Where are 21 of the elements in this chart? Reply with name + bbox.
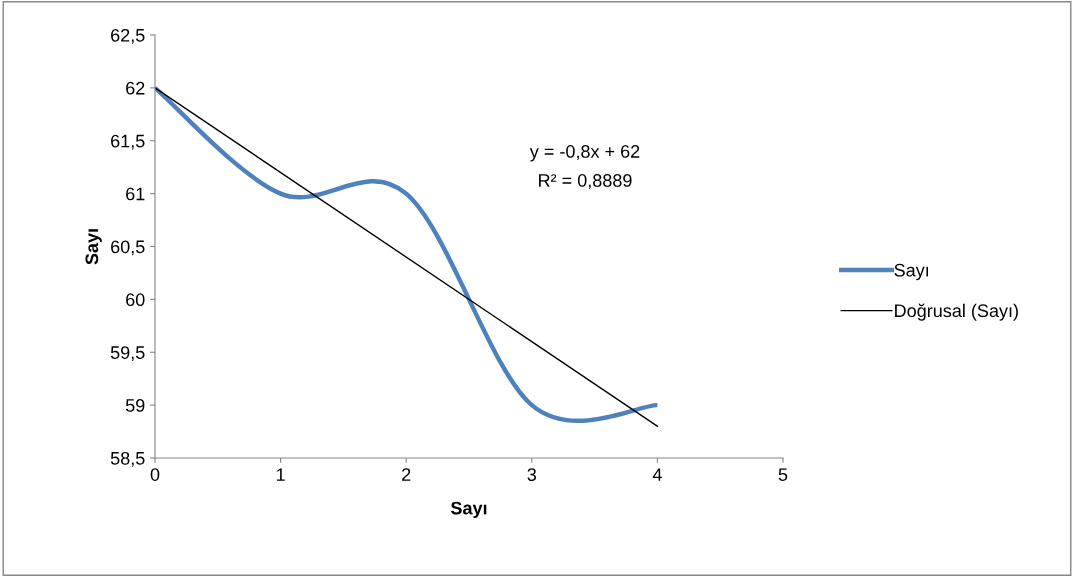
y-tick-label: 61,5 xyxy=(111,134,145,150)
x-tick-label: 4 xyxy=(652,468,662,481)
x-axis-title: Sayı xyxy=(450,501,487,519)
y-tick-label: 62,5 xyxy=(111,28,145,44)
y-axis-title: Sayı xyxy=(85,229,102,265)
annotation: y = -0,8x + 62 xyxy=(529,145,640,162)
y-tick-label: 60 xyxy=(126,293,145,307)
x-tick-label: 2 xyxy=(402,468,411,481)
y-tick-label: 59,5 xyxy=(110,346,145,362)
x-tick-label: 3 xyxy=(527,468,537,481)
annotation: R² = 0,8889 xyxy=(539,174,632,189)
y-tick-label: 61 xyxy=(126,187,145,201)
x-tick-label: 1 xyxy=(276,468,285,481)
x-tick-label: 5 xyxy=(778,468,788,481)
legend-label: Sayı xyxy=(894,263,929,281)
y-tick-label: 60,5 xyxy=(111,240,145,256)
legend-label: Doğrusal (Sayı) xyxy=(895,303,1018,321)
x-tick-label: 0 xyxy=(150,468,160,481)
y-tick-label: 59 xyxy=(125,399,145,412)
y-tick-label: 62 xyxy=(126,81,145,95)
y-tick-label: 58,5 xyxy=(110,451,145,467)
